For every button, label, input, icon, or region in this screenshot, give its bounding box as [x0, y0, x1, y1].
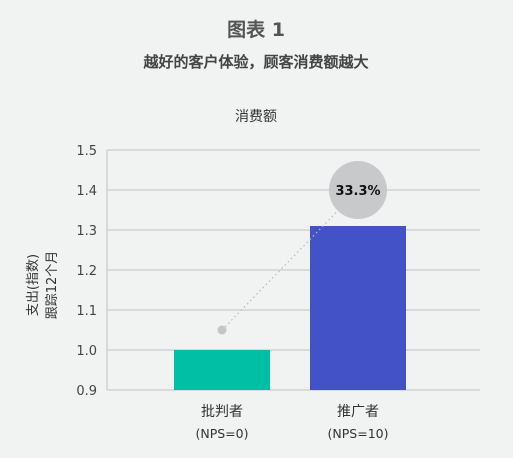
x-tick-labels: 批判者 (NPS=0) 推广者 (NPS=10) [195, 404, 388, 441]
figure-title: 图表 1 [227, 18, 285, 41]
bar [174, 350, 270, 390]
bar [310, 226, 406, 390]
annotation-badge [329, 161, 387, 219]
annotation: 33.3% [217, 161, 387, 335]
x-tick-label: 推广者 [337, 404, 379, 420]
y-axis-label-line-1: 支出(指数) [26, 254, 41, 316]
x-tick-sublabel: (NPS=10) [328, 426, 389, 441]
y-tick-labels: 1.5 1.4 1.3 1.2 1.1 1.0 0.9 [76, 144, 97, 399]
x-tick-label: 批判者 [201, 404, 243, 420]
annotation-dot [217, 325, 227, 335]
y-tick-label: 1.5 [76, 144, 97, 159]
y-tick-label: 1.3 [76, 224, 97, 239]
y-tick-label: 0.9 [76, 384, 97, 399]
bars [174, 226, 406, 390]
y-tick-label: 1.1 [76, 304, 97, 319]
y-tick-label: 1.4 [76, 184, 97, 199]
y-tick-label: 1.0 [76, 344, 97, 359]
y-axis-label-line-2: 跟踪12个月 [45, 251, 60, 320]
annotation-label: 33.3% [335, 184, 380, 199]
chart-title: 消费额 [235, 109, 277, 125]
x-tick-sublabel: (NPS=0) [195, 426, 248, 441]
y-axis-label: 支出(指数) 跟踪12个月 [26, 251, 60, 320]
figure-subtitle: 越好的客户体验，顾客消费额越大 [142, 53, 368, 71]
gridlines [106, 149, 480, 391]
y-tick-label: 1.2 [76, 264, 97, 279]
annotation-connector [221, 189, 359, 331]
